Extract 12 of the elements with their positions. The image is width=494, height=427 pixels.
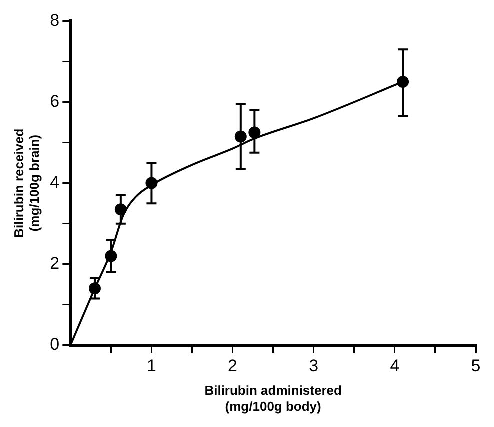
x-tick-label: 2 bbox=[228, 356, 238, 376]
y-tick-label: 2 bbox=[50, 254, 60, 274]
x-tick-label: 1 bbox=[146, 356, 156, 376]
y-tick-label: 4 bbox=[50, 172, 60, 192]
y-tick-label: 6 bbox=[50, 92, 60, 111]
x-tick-label: 3 bbox=[309, 356, 319, 376]
x-tick-label: 4 bbox=[390, 356, 400, 376]
y-tick-label: 8 bbox=[50, 10, 60, 30]
x-axis-title: Bilirubin administered (mg/100g body) bbox=[204, 383, 342, 414]
x-tick-label: 5 bbox=[471, 356, 481, 376]
y-axis-title: Bilirubin received (mg/100g brain) bbox=[11, 128, 42, 238]
y-tick-label: 0 bbox=[50, 335, 60, 354]
